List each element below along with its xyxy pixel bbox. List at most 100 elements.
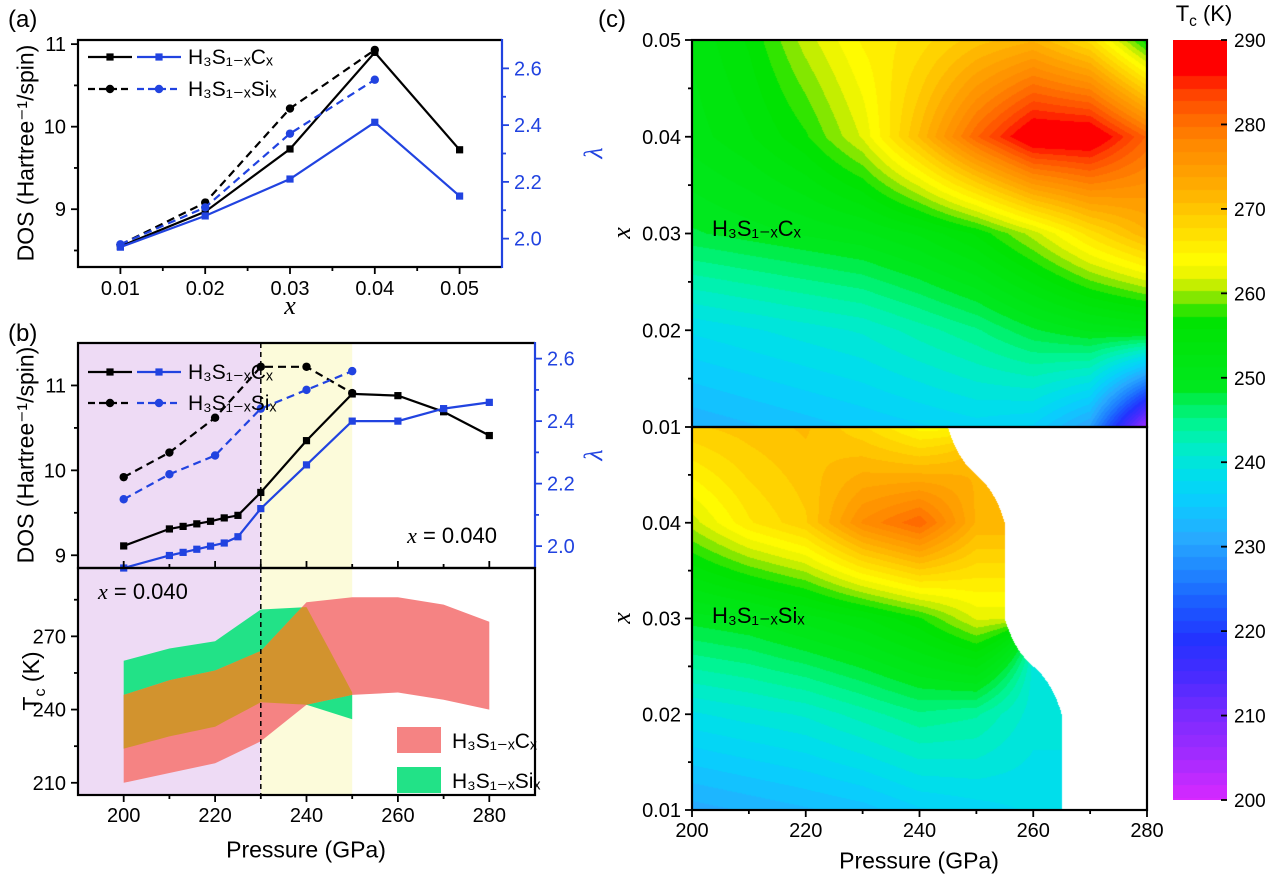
marker-circle (302, 385, 311, 395)
marker-square (485, 398, 493, 406)
tick-label: 2.2 (547, 474, 575, 496)
tick-label: 11 (45, 34, 66, 56)
marker-square (286, 175, 294, 183)
annotation-x-value-tc: x = 0.040 (98, 579, 188, 605)
marker-square (155, 368, 163, 376)
marker-circle (370, 75, 379, 84)
marker-square (155, 53, 163, 61)
tick-label: 280 (1130, 820, 1163, 842)
annotation-x-var2: x (98, 579, 108, 604)
marker-circle (105, 84, 115, 94)
tick-label: 0.04 (642, 513, 681, 535)
tick-label: 220 (198, 805, 231, 827)
marker-square (179, 548, 187, 556)
tick-label: 0.03 (271, 278, 310, 300)
tick-label: 0.03 (642, 609, 681, 631)
marker-circle (370, 45, 379, 55)
tick-label: 230 (1234, 538, 1266, 559)
tick-label: 270 (33, 626, 66, 648)
marker-square (348, 417, 356, 425)
marker-circle (285, 104, 295, 113)
marker-circle (210, 413, 220, 422)
panel-a-label: (a) (8, 6, 38, 33)
marker-circle (154, 398, 164, 408)
tc-main: T (18, 696, 45, 711)
tick-label: 240 (903, 820, 936, 842)
series-line (123, 370, 353, 501)
tick-label: 0.01 (101, 278, 140, 300)
x-axis-label-a: x (284, 291, 296, 320)
marker-circle (119, 495, 128, 504)
tick-label: 280 (1234, 115, 1266, 136)
tick-label: 0.02 (186, 278, 225, 300)
marker-square (456, 192, 464, 200)
x-axis-label-c-bottom: x (607, 612, 636, 624)
marker-circle (210, 451, 220, 460)
panel-b-label: (b) (8, 320, 38, 347)
legend-tc-silicon-label: H₃S₁₋ₓSiₓ (452, 770, 541, 793)
marker-square (120, 542, 128, 550)
pressure-axis-label-b: Pressure (GPa) (226, 836, 386, 863)
tick-label: 240 (290, 805, 323, 827)
dos-axis-label-b: DOS (Hartree⁻¹/spin) (12, 346, 39, 564)
tick-label: 210 (33, 773, 66, 795)
tick-label: 260 (1017, 820, 1050, 842)
tick-label: 2.2 (514, 172, 542, 194)
tc-sub: c (30, 688, 49, 697)
tick-label: 2.0 (514, 229, 542, 251)
marker-square (193, 520, 201, 528)
marker-circle (116, 240, 125, 249)
tick-label: 10 (44, 460, 66, 482)
tick-label: 2.4 (514, 115, 542, 137)
legend-a-silicon-label: H₃S₁₋ₓSiₓ (188, 78, 277, 101)
tick-label: 2.4 (547, 411, 575, 433)
marker-circle (165, 448, 174, 457)
tick-label: 220 (789, 820, 822, 842)
marker-circle (154, 84, 164, 94)
tick-label: 200 (1234, 791, 1266, 812)
tick-label: 0.01 (642, 800, 681, 822)
marker-circle (256, 362, 265, 371)
marker-square (485, 431, 493, 440)
marker-circle (201, 203, 210, 212)
legend-a-carbon-label: H₃S₁₋ₓCₓ (188, 46, 273, 69)
tick-label: 9 (55, 545, 66, 567)
colorbar-title-unit: (K) (1196, 0, 1233, 26)
tick-label: 200 (675, 820, 708, 842)
frame-a (76, 38, 502, 269)
marker-square (302, 461, 311, 469)
tick-label: 240 (33, 700, 66, 722)
panel-c-label: (c) (598, 6, 626, 33)
heatmap-carbon-canvas (692, 40, 1147, 427)
pressure-axis-label-c: Pressure (GPa) (839, 847, 999, 874)
tick-label: 2.6 (514, 58, 542, 80)
marker-circle (256, 404, 265, 413)
marker-square (234, 511, 242, 519)
marker-circle (105, 398, 115, 408)
marker-circle (348, 388, 357, 398)
tick-label: 10 (44, 117, 66, 139)
series-line (120, 120, 461, 249)
marker-circle (302, 362, 311, 371)
tick-label: 0.01 (642, 417, 681, 439)
tick-label: 11 (45, 375, 66, 397)
tick-label: 0.05 (642, 30, 681, 52)
legend-tc-carbon-label: H₃S₁₋ₓCₓ (452, 730, 537, 753)
tick-label: 250 (1234, 369, 1266, 390)
annotation-x-rest2: = 0.040 (107, 579, 188, 604)
annotation-silicon-map: H₃S₁₋ₓSiₓ (712, 603, 805, 628)
tick-label: 260 (381, 805, 414, 827)
marker-square (234, 533, 242, 541)
marker-square (201, 212, 209, 220)
tick-label: 0.04 (355, 278, 394, 300)
marker-square (456, 146, 464, 154)
marker-square (220, 539, 228, 547)
dos-axis-label-a: DOS (Hartree⁻¹/spin) (12, 44, 39, 262)
tick-label: 9 (55, 199, 66, 221)
marker-square (257, 505, 265, 513)
marker-square (179, 522, 187, 530)
lambda-axis-label-b: λ (579, 449, 608, 461)
marker-square (302, 437, 311, 445)
legend-swatch-silicon (397, 767, 441, 793)
